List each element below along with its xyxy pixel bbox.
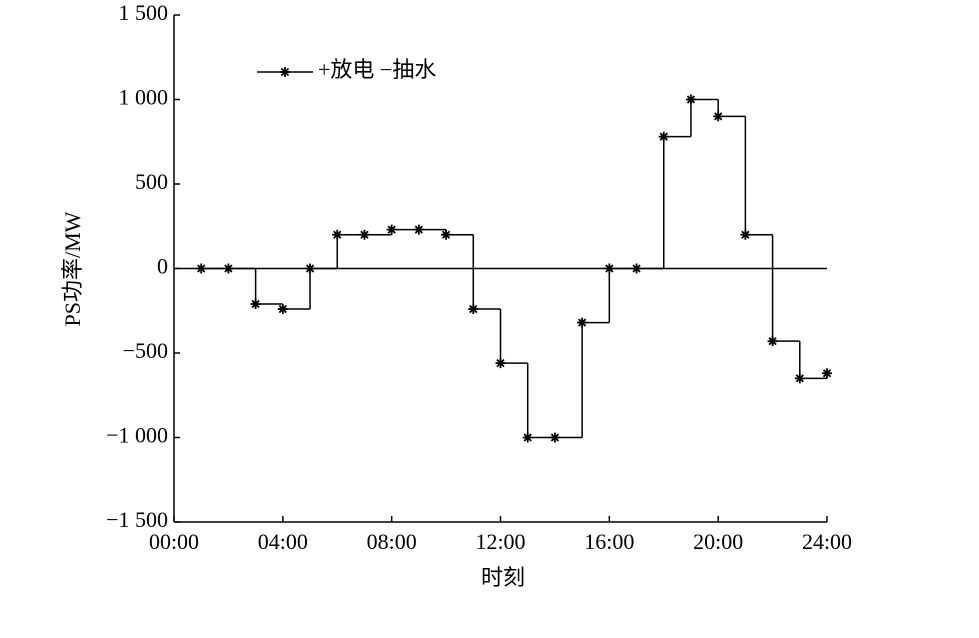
step-segment <box>499 309 528 364</box>
step-segment <box>581 321 610 438</box>
point-marker <box>794 373 805 384</box>
point-marker <box>223 263 234 274</box>
x-tick-label: 24:00 <box>802 529 852 554</box>
point-marker <box>250 298 261 309</box>
x-tick-label: 04:00 <box>258 529 308 554</box>
point-marker <box>468 304 479 315</box>
point-marker <box>277 304 288 315</box>
x-axis-label: 时刻 <box>481 565 525 590</box>
step-segment <box>472 234 501 310</box>
point-marker <box>196 263 207 274</box>
legend-marker <box>280 67 290 77</box>
y-axis-label: PS功率/MW <box>60 211 85 326</box>
step-segment <box>526 363 555 439</box>
point-marker <box>740 229 751 240</box>
point-marker <box>713 111 724 122</box>
point-marker <box>332 229 343 240</box>
step-segment <box>336 233 365 269</box>
step-segment <box>744 116 773 236</box>
x-tick-label: 00:00 <box>149 529 199 554</box>
point-marker <box>549 432 560 443</box>
point-marker <box>604 263 615 274</box>
point-marker <box>495 358 506 369</box>
step-segment <box>717 99 746 118</box>
point-marker <box>441 229 452 240</box>
y-tick-label: 1 500 <box>119 0 169 25</box>
point-marker <box>658 131 669 142</box>
step-segment <box>309 267 338 310</box>
step-segment <box>663 135 691 269</box>
point-marker <box>522 432 533 443</box>
step-segment <box>608 267 637 323</box>
y-tick-label: −500 <box>123 338 168 363</box>
point-marker <box>631 263 642 274</box>
step-segment <box>254 268 283 305</box>
y-tick-label: −1 000 <box>106 423 168 448</box>
y-tick-label: −1 500 <box>106 507 168 532</box>
point-marker <box>386 224 397 235</box>
point-marker <box>685 94 696 105</box>
point-marker <box>359 229 370 240</box>
point-marker <box>822 368 832 379</box>
y-tick-label: 0 <box>157 254 168 279</box>
point-marker <box>305 263 316 274</box>
point-marker <box>767 336 778 347</box>
legend-label: +放电 −抽水 <box>318 57 436 82</box>
x-tick-label: 16:00 <box>584 529 634 554</box>
step-segment <box>771 234 800 342</box>
x-tick-label: 08:00 <box>367 529 417 554</box>
x-tick-label: 20:00 <box>693 529 743 554</box>
step-segment <box>690 98 719 137</box>
y-tick-label: 1 000 <box>119 85 169 110</box>
x-tick-label: 12:00 <box>475 529 525 554</box>
point-marker <box>413 224 424 235</box>
y-tick-label: 500 <box>135 169 168 194</box>
point-marker <box>577 317 588 328</box>
